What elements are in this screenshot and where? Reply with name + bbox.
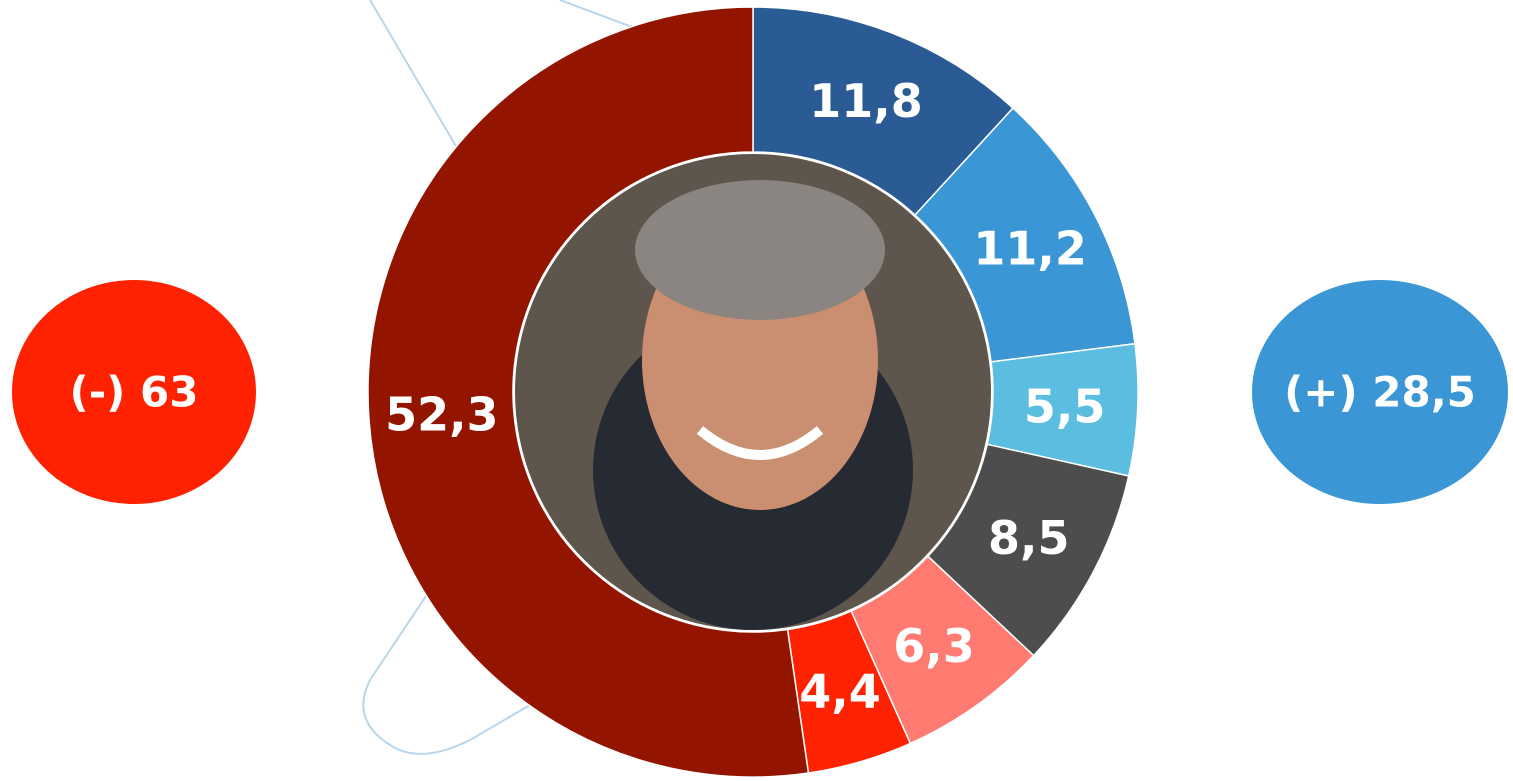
- annotation-text: (-) 63: [70, 368, 199, 417]
- slice-label: 6,3: [893, 619, 975, 673]
- labels: 11,8 11,2 5,5 8,56,34,4 52,3: [385, 74, 1105, 718]
- slice-label: 11,8: [809, 74, 923, 128]
- slice-label: 8,5: [988, 511, 1070, 565]
- photo: [515, 154, 991, 630]
- slice-label: 4,4: [799, 665, 881, 719]
- decoration: [362, 0, 641, 755]
- donut: [367, 6, 1139, 778]
- annotations: (-) 63 (+) 28,5: [12, 280, 1508, 504]
- slice: [367, 6, 810, 778]
- annotation-bubble: [1252, 280, 1508, 504]
- annotation-bubble: [12, 280, 256, 504]
- slice-label: 5,5: [1024, 380, 1106, 434]
- annotation-text: (+) 28,5: [1284, 368, 1476, 417]
- slice-label: 52,3: [385, 388, 499, 442]
- slice-label: 11,2: [973, 222, 1087, 276]
